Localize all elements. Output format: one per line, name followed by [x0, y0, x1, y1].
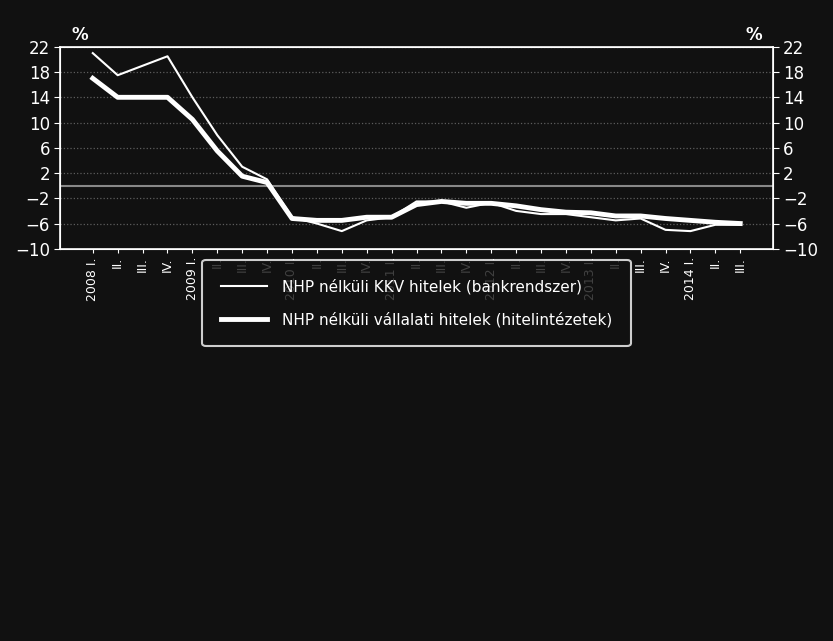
NHP nélküli vállalati hitelek (hitelintézetek) — [412, 201, 421, 208]
Text: %: % — [746, 26, 762, 44]
NHP nélküli KKV hitelek (bankrendszer) — [237, 163, 247, 171]
NHP nélküli vállalati hitelek (hitelintézetek) — [436, 197, 446, 205]
NHP nélküli KKV hitelek (bankrendszer) — [486, 199, 496, 206]
NHP nélküli vállalati hitelek (hitelintézetek) — [112, 94, 122, 101]
NHP nélküli vállalati hitelek (hitelintézetek) — [661, 215, 671, 222]
NHP nélküli KKV hitelek (bankrendszer) — [611, 217, 621, 224]
NHP nélküli KKV hitelek (bankrendszer) — [636, 215, 646, 222]
NHP nélküli KKV hitelek (bankrendszer) — [212, 131, 222, 139]
NHP nélküli KKV hitelek (bankrendszer) — [561, 210, 571, 218]
NHP nélküli KKV hitelek (bankrendszer) — [461, 204, 471, 212]
NHP nélküli vállalati hitelek (hitelintézetek) — [187, 115, 197, 123]
NHP nélküli KKV hitelek (bankrendszer) — [511, 207, 521, 215]
NHP nélküli KKV hitelek (bankrendszer) — [586, 213, 596, 221]
NHP nélküli vállalati hitelek (hitelintézetek) — [137, 94, 147, 101]
NHP nélküli vállalati hitelek (hitelintézetek) — [387, 213, 397, 221]
Text: %: % — [71, 26, 87, 44]
NHP nélküli vállalati hitelek (hitelintézetek) — [362, 213, 372, 221]
NHP nélküli KKV hitelek (bankrendszer) — [337, 228, 347, 235]
NHP nélküli KKV hitelek (bankrendszer) — [536, 210, 546, 218]
NHP nélküli KKV hitelek (bankrendszer) — [736, 221, 746, 229]
NHP nélküli vállalati hitelek (hitelintézetek) — [511, 202, 521, 210]
Line: NHP nélküli KKV hitelek (bankrendszer): NHP nélküli KKV hitelek (bankrendszer) — [92, 53, 741, 231]
NHP nélküli KKV hitelek (bankrendszer) — [187, 94, 197, 101]
NHP nélküli KKV hitelek (bankrendszer) — [137, 62, 147, 70]
Legend: NHP nélküli KKV hitelek (bankrendszer), NHP nélküli vállalati hitelek (hitelinté: NHP nélküli KKV hitelek (bankrendszer), … — [202, 260, 631, 346]
Line: NHP nélküli vállalati hitelek (hitelintézetek): NHP nélküli vállalati hitelek (hitelinté… — [92, 78, 741, 224]
NHP nélküli KKV hitelek (bankrendszer) — [87, 49, 97, 57]
NHP nélküli vállalati hitelek (hitelintézetek) — [636, 212, 646, 220]
NHP nélküli vállalati hitelek (hitelintézetek) — [461, 199, 471, 207]
NHP nélküli vállalati hitelek (hitelintézetek) — [262, 179, 272, 187]
NHP nélküli vállalati hitelek (hitelintézetek) — [736, 220, 746, 228]
NHP nélküli vállalati hitelek (hitelintézetek) — [711, 219, 721, 226]
NHP nélküli vállalati hitelek (hitelintézetek) — [611, 212, 621, 220]
NHP nélküli vállalati hitelek (hitelintézetek) — [87, 74, 97, 82]
NHP nélküli vállalati hitelek (hitelintézetek) — [536, 206, 546, 213]
NHP nélküli KKV hitelek (bankrendszer) — [287, 213, 297, 221]
NHP nélküli KKV hitelek (bankrendszer) — [387, 213, 397, 221]
NHP nélküli vállalati hitelek (hitelintézetek) — [686, 217, 696, 224]
NHP nélküli vállalati hitelek (hitelintézetek) — [162, 94, 172, 101]
NHP nélküli vállalati hitelek (hitelintézetek) — [312, 217, 322, 224]
NHP nélküli KKV hitelek (bankrendszer) — [362, 217, 372, 224]
NHP nélküli KKV hitelek (bankrendszer) — [412, 197, 421, 205]
NHP nélküli vállalati hitelek (hitelintézetek) — [212, 147, 222, 154]
NHP nélküli vállalati hitelek (hitelintézetek) — [486, 199, 496, 207]
NHP nélküli vállalati hitelek (hitelintézetek) — [337, 217, 347, 224]
NHP nélküli vállalati hitelek (hitelintézetek) — [561, 208, 571, 216]
NHP nélküli KKV hitelek (bankrendszer) — [436, 197, 446, 205]
NHP nélküli KKV hitelek (bankrendszer) — [312, 220, 322, 228]
NHP nélküli vállalati hitelek (hitelintézetek) — [586, 209, 596, 217]
NHP nélküli KKV hitelek (bankrendszer) — [112, 71, 122, 79]
NHP nélküli KKV hitelek (bankrendszer) — [661, 226, 671, 234]
NHP nélküli vállalati hitelek (hitelintézetek) — [237, 172, 247, 180]
NHP nélküli KKV hitelek (bankrendszer) — [262, 176, 272, 183]
NHP nélküli KKV hitelek (bankrendszer) — [711, 221, 721, 229]
NHP nélküli KKV hitelek (bankrendszer) — [686, 228, 696, 235]
NHP nélküli vállalati hitelek (hitelintézetek) — [287, 215, 297, 222]
NHP nélküli KKV hitelek (bankrendszer) — [162, 53, 172, 60]
